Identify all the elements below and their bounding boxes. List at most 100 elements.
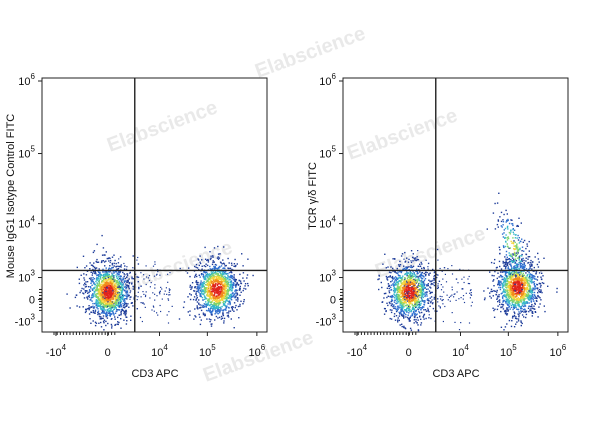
event-dot: [421, 294, 423, 296]
event-dot: [109, 305, 111, 307]
event-dot: [106, 280, 108, 282]
event-dot: [198, 286, 200, 288]
event-dot: [194, 274, 197, 277]
event-dot: [228, 301, 230, 303]
event-dot: [120, 264, 122, 266]
event-dot: [216, 300, 218, 303]
event-dot: [510, 296, 513, 298]
event-dot: [513, 305, 515, 307]
event-dot: [393, 293, 395, 295]
event-dot: [196, 281, 198, 284]
event-dot: [412, 304, 414, 307]
event-dot: [111, 281, 113, 283]
event-dot: [120, 283, 122, 286]
event-dot: [122, 278, 125, 280]
event-dot: [407, 305, 410, 307]
event-dot: [113, 285, 116, 287]
event-dot: [429, 280, 431, 283]
event-dot: [212, 290, 214, 292]
event-dot: [194, 315, 196, 317]
event-dot: [102, 299, 105, 301]
event-dot: [85, 265, 88, 267]
event-dot: [204, 265, 207, 268]
event-dot: [223, 300, 225, 303]
event-dot: [226, 300, 228, 302]
event-dot: [239, 287, 241, 290]
event-dot: [107, 312, 109, 314]
event-dot: [398, 319, 400, 322]
event-dot: [232, 284, 235, 287]
event-dot: [523, 267, 525, 270]
event-dot: [408, 279, 411, 281]
event-dot: [90, 271, 92, 273]
event-dot: [432, 307, 435, 310]
event-dot: [514, 304, 516, 306]
event-dot: [210, 280, 212, 282]
event-dot: [401, 282, 404, 284]
event-dot: [108, 283, 110, 286]
event-dot: [84, 267, 86, 269]
event-dot: [150, 282, 152, 284]
event-dot: [204, 246, 206, 249]
event-dot: [524, 298, 526, 300]
event-dot: [487, 287, 489, 289]
watermark-text: Elabscience: [104, 96, 220, 156]
event-dot: [527, 295, 529, 298]
event-dot: [120, 295, 122, 298]
event-dot: [412, 306, 414, 309]
event-dot: [213, 304, 215, 307]
event-dot: [207, 292, 209, 295]
event-dot: [419, 294, 422, 297]
event-dot: [122, 288, 124, 290]
event-dot: [233, 310, 235, 312]
event-dot: [120, 283, 122, 285]
event-dot: [535, 299, 538, 302]
event-dot: [209, 268, 211, 270]
event-dot: [513, 275, 516, 277]
event-dot: [243, 287, 245, 290]
event-dot: [128, 294, 130, 297]
event-dot: [153, 275, 156, 277]
event-dot: [421, 291, 424, 294]
event-dot: [112, 279, 114, 281]
event-dot: [401, 283, 403, 285]
event-dot: [91, 274, 93, 276]
event-dot: [210, 271, 212, 273]
watermark-text: Elabscience: [252, 22, 368, 82]
event-dot: [501, 287, 504, 289]
event-dot: [532, 298, 534, 301]
event-dot: [412, 312, 415, 314]
event-dot: [98, 322, 100, 324]
event-dot: [431, 283, 433, 285]
event-dot: [90, 311, 92, 313]
event-dot: [89, 286, 92, 288]
event-dot: [411, 299, 414, 301]
event-dot: [429, 292, 431, 295]
event-dot: [517, 252, 519, 254]
event-dot: [214, 285, 216, 287]
event-dot: [149, 297, 151, 299]
event-dot: [509, 296, 512, 298]
event-dot: [203, 271, 206, 273]
event-dot: [416, 303, 418, 305]
event-dot: [179, 267, 181, 270]
event-dot: [159, 293, 161, 295]
event-dot: [514, 277, 516, 280]
event-dot: [525, 257, 527, 259]
event-dot: [223, 317, 226, 320]
event-dot: [519, 299, 522, 302]
event-dot: [210, 307, 212, 309]
event-dot: [406, 307, 408, 309]
event-dot: [221, 291, 223, 293]
event-dot: [220, 290, 223, 292]
event-dot: [406, 292, 408, 294]
event-dot: [407, 276, 409, 279]
event-dot: [97, 277, 99, 280]
event-dot: [239, 273, 241, 276]
event-dot: [225, 273, 228, 275]
event-dot: [541, 291, 543, 294]
event-dot: [104, 306, 106, 308]
event-dot: [95, 302, 97, 304]
event-dot: [518, 285, 521, 288]
event-dot: [412, 294, 415, 296]
